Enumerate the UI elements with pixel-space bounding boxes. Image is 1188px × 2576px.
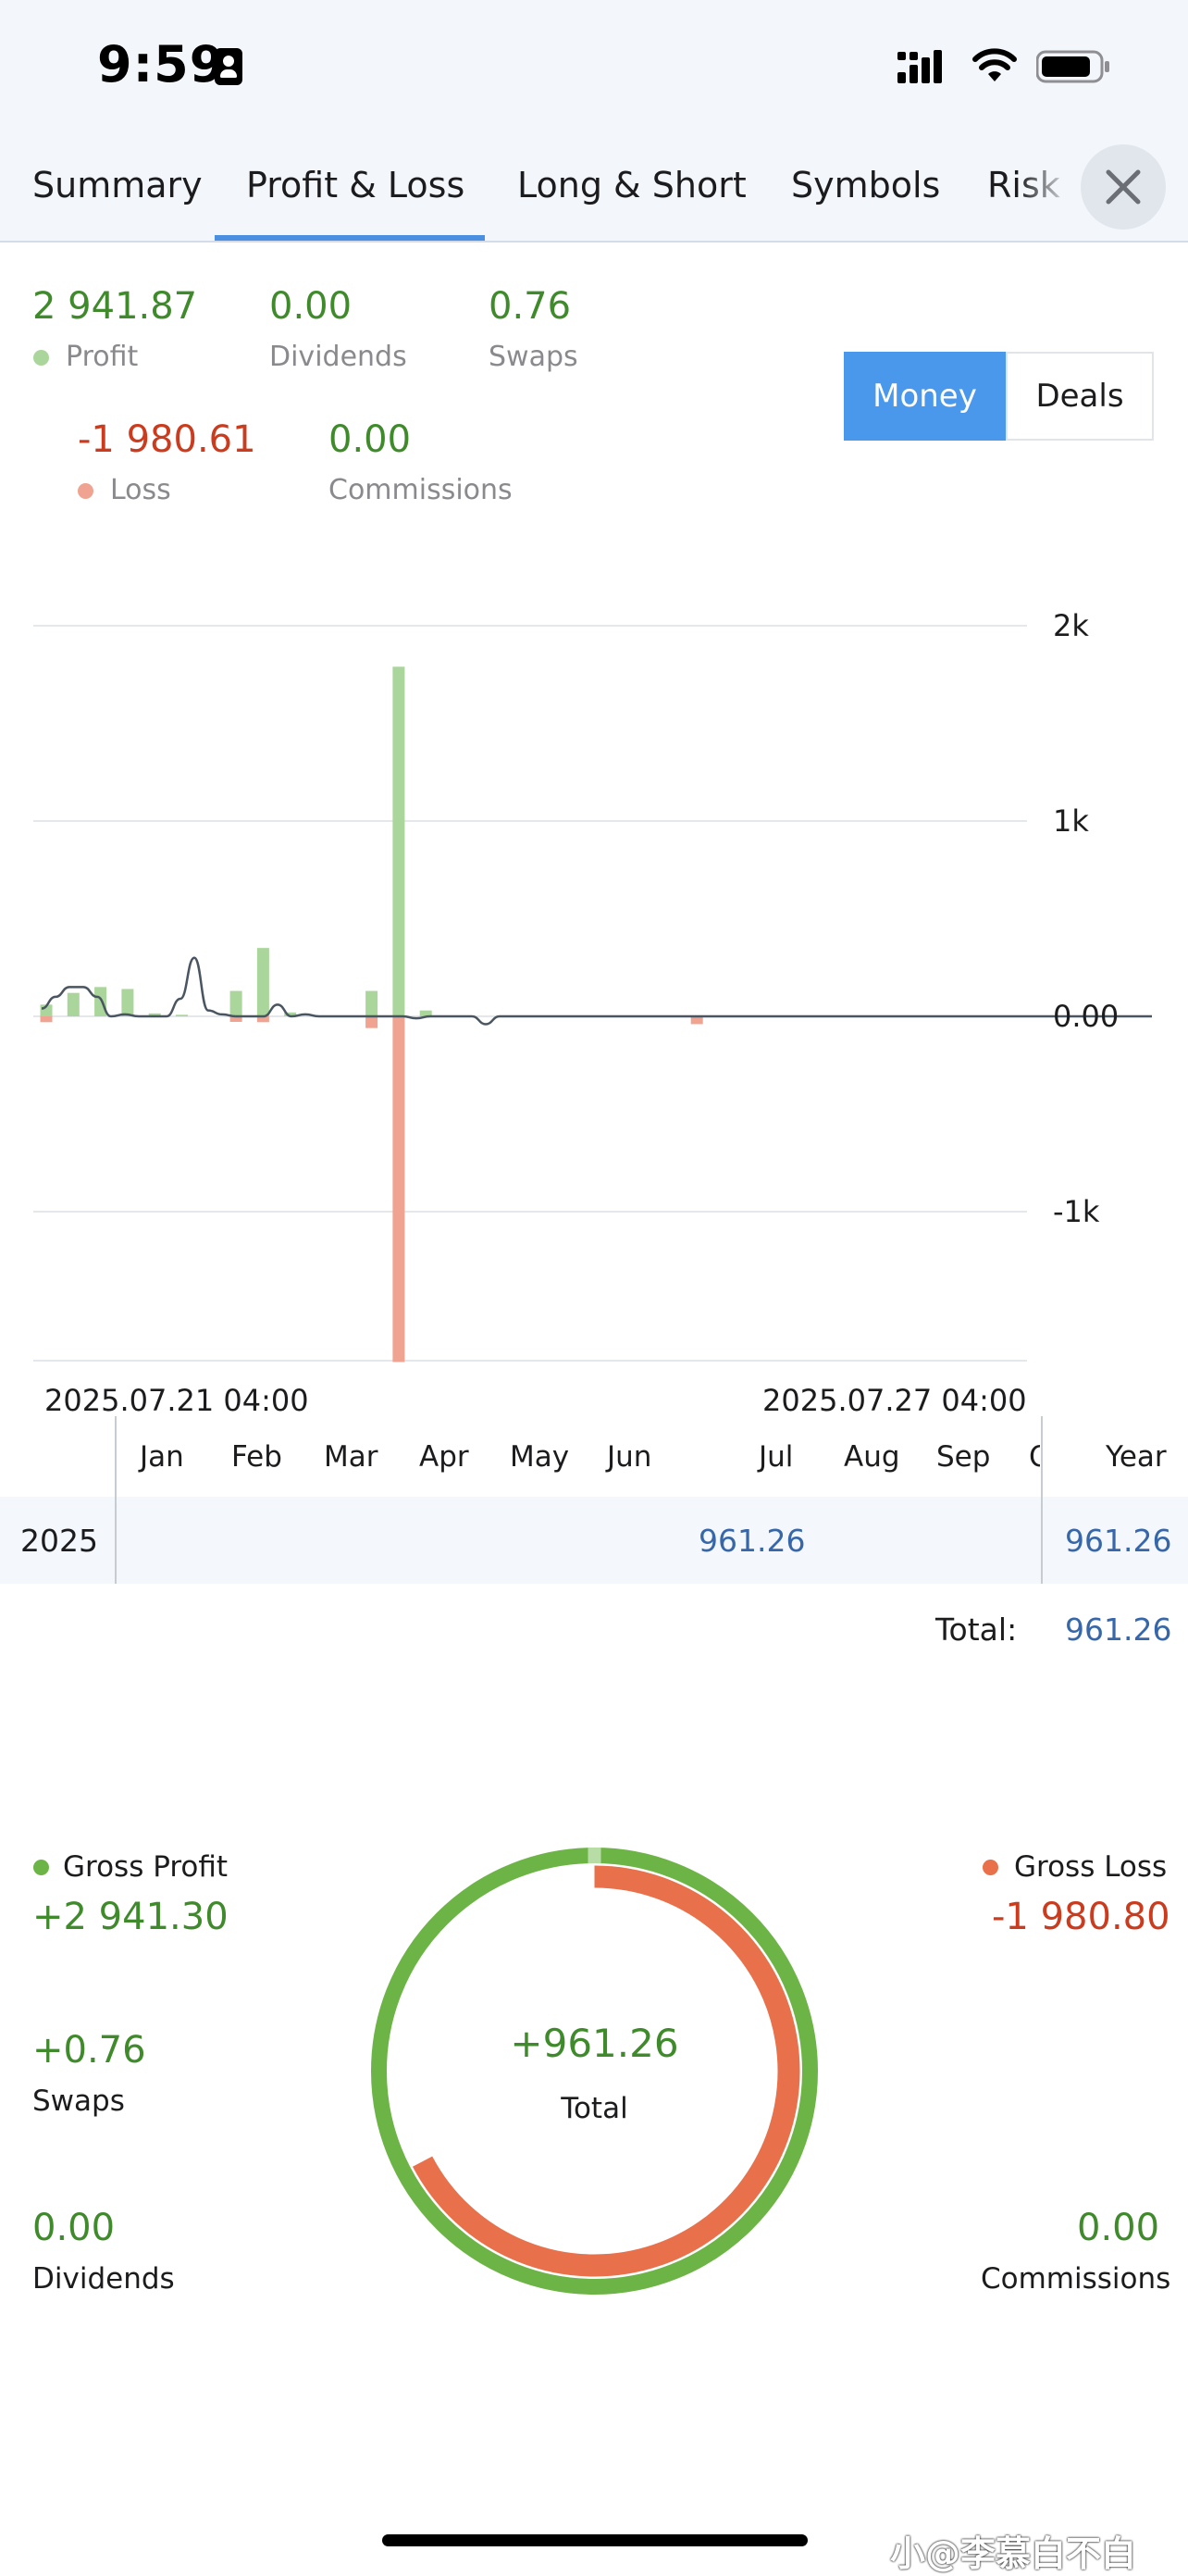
row-left-divider xyxy=(115,1497,117,1584)
month-feb: Feb xyxy=(231,1440,282,1474)
dividends-label: Dividends xyxy=(269,341,407,373)
swaps-total-value: +0.76 xyxy=(32,2029,146,2072)
gross-loss-dot xyxy=(983,1860,998,1875)
profit-bar xyxy=(176,1014,188,1016)
commissions-label: Commissions xyxy=(328,474,513,506)
profit-bar xyxy=(256,948,269,1016)
loss-bar xyxy=(256,1016,269,1023)
row-year-total: 961.26 xyxy=(1065,1523,1172,1559)
profit-bar xyxy=(67,992,80,1016)
loss-value: -1 980.61 xyxy=(78,418,256,461)
profit-legend-dot xyxy=(33,350,49,366)
loss-bar xyxy=(40,1016,53,1023)
tab-summary[interactable]: Summary xyxy=(32,165,203,205)
total-label: Total: xyxy=(935,1612,1018,1648)
month-apr: Apr xyxy=(419,1440,469,1474)
chart-end-date: 2025.07.27 04:00 xyxy=(762,1383,1027,1418)
gross-profit-ring xyxy=(371,1848,818,2295)
wifi-icon xyxy=(972,48,1017,81)
swaps-label: Swaps xyxy=(489,341,578,373)
cellular-signal-icon xyxy=(897,50,942,83)
dividends-total-label: Dividends xyxy=(32,2262,175,2296)
month-jun: Jun xyxy=(607,1440,652,1474)
swaps-total-label: Swaps xyxy=(32,2084,125,2118)
month-mar: Mar xyxy=(324,1440,378,1474)
month-jan: Jan xyxy=(140,1440,184,1474)
gross-profit-value: +2 941.30 xyxy=(32,1896,229,1938)
status-time: 9:59 xyxy=(97,35,226,93)
profit-bar xyxy=(419,1010,432,1016)
tab-profit-loss[interactable]: Profit & Loss xyxy=(246,165,465,205)
gross-profit-dot xyxy=(33,1860,49,1875)
swaps-value: 0.76 xyxy=(489,285,572,328)
table-row[interactable] xyxy=(0,1497,1188,1584)
pnl-donut-chart xyxy=(371,1848,818,2295)
profit-bar xyxy=(365,990,378,1016)
tab-long-short[interactable]: Long & Short xyxy=(517,165,747,205)
profit-value: 2 941.87 xyxy=(32,285,198,328)
profit-bar xyxy=(148,1013,161,1016)
row-month-value: 961.26 xyxy=(699,1523,806,1559)
y-tick-label: 1k xyxy=(1053,803,1089,839)
close-icon xyxy=(1106,169,1141,205)
profit-bar xyxy=(392,666,405,1016)
loss-bar xyxy=(392,1016,405,1363)
gross-loss-value: -1 980.80 xyxy=(992,1896,1170,1938)
dividends-total-value: 0.00 xyxy=(32,2207,116,2249)
donut-center-label: Total xyxy=(561,2092,628,2125)
loss-legend-dot xyxy=(78,483,93,499)
y-tick-label: -1k xyxy=(1053,1194,1100,1229)
gross-loss-label: Gross Loss xyxy=(1014,1850,1168,1884)
loss-bar xyxy=(229,1016,242,1022)
profit-bar xyxy=(94,987,107,1016)
row-year: 2025 xyxy=(20,1523,98,1559)
net-profit-line xyxy=(41,956,1152,1026)
month-oct: O xyxy=(1029,1440,1040,1474)
profit-loss-chart: 2k 1k 0.00 -1k xyxy=(33,608,1152,1363)
total-value: 961.26 xyxy=(1065,1612,1172,1648)
y-tick-label: 2k xyxy=(1053,608,1089,643)
loss-bar xyxy=(690,1016,703,1025)
y-tick-label: 0.00 xyxy=(1053,999,1119,1034)
profit-label: Profit xyxy=(66,341,139,373)
tab-symbols[interactable]: Symbols xyxy=(791,165,941,205)
profit-bar xyxy=(121,989,134,1016)
home-indicator xyxy=(382,2534,808,2546)
profit-bar xyxy=(229,990,242,1016)
month-jul: Jul xyxy=(759,1440,794,1474)
watermark-text: 小@李慕白不白 xyxy=(890,2533,1137,2574)
gross-profit-label: Gross Profit xyxy=(63,1850,229,1884)
dividends-value: 0.00 xyxy=(269,285,353,328)
profit-bar xyxy=(284,1012,297,1016)
month-may: May xyxy=(510,1440,570,1474)
active-tab-indicator xyxy=(215,235,485,241)
deals-toggle-button[interactable]: Deals xyxy=(1006,352,1154,441)
tab-bar xyxy=(0,130,1188,243)
month-aug: Aug xyxy=(844,1440,900,1474)
year-column-header: Year xyxy=(1106,1440,1167,1474)
donut-center-value: +961.26 xyxy=(510,2021,679,2066)
close-button[interactable] xyxy=(1081,144,1166,230)
contact-card-icon xyxy=(215,48,242,85)
month-sep: Sep xyxy=(936,1440,991,1474)
commissions-total-label: Commissions xyxy=(981,2262,1171,2296)
chart-start-date: 2025.07.21 04:00 xyxy=(44,1383,309,1418)
loss-label: Loss xyxy=(110,474,171,506)
battery-icon xyxy=(1036,50,1109,83)
tab-scroll-fade xyxy=(1018,139,1073,231)
loss-bar xyxy=(365,1016,378,1028)
gross-loss-arc xyxy=(412,1865,800,2277)
money-toggle-button[interactable]: Money xyxy=(844,352,1006,441)
row-right-divider xyxy=(1041,1497,1043,1584)
commissions-total-value: 0.00 xyxy=(1077,2207,1160,2249)
commissions-value: 0.00 xyxy=(328,418,412,461)
